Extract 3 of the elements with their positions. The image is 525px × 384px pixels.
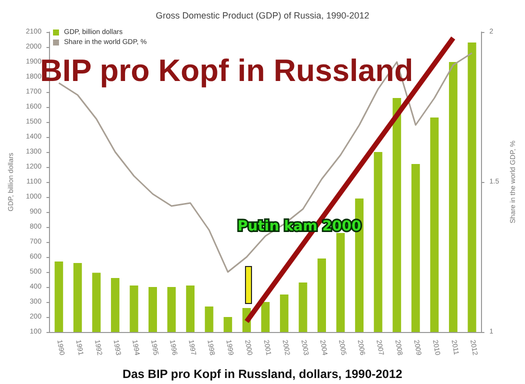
- chart-title: Gross Domestic Product (GDP) of Russia, 1990-2012: [156, 10, 370, 20]
- annotation: BIP pro Kopf in Russland: [40, 53, 414, 88]
- text: Das BIP pro Kopf in Russland, dollars, 1990-2012: [122, 367, 403, 381]
